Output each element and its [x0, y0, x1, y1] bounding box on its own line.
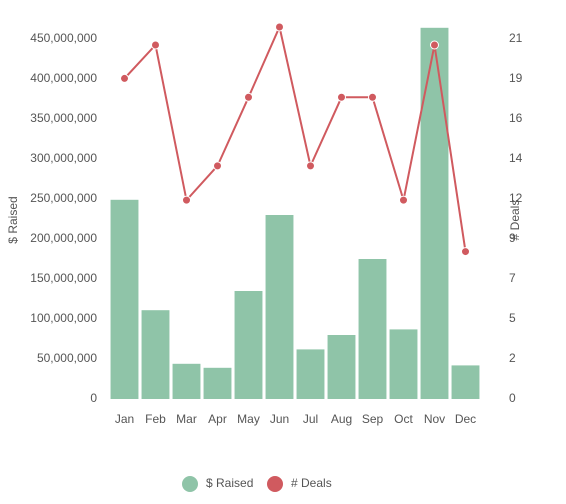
- point: [151, 40, 160, 50]
- y-tick-label: 0: [90, 391, 97, 405]
- bar: [296, 349, 325, 399]
- bar: [203, 367, 232, 399]
- bar: [265, 215, 294, 399]
- bar: [451, 365, 480, 399]
- y2-tick-label: 19: [509, 71, 523, 85]
- y-tick-label: 150,000,000: [30, 271, 97, 285]
- bar: [172, 363, 201, 399]
- bar: [141, 310, 170, 399]
- x-tick-label: Feb: [145, 412, 166, 426]
- point: [244, 92, 253, 102]
- point: [120, 73, 129, 83]
- point: [337, 92, 346, 102]
- x-tick-label: Aug: [331, 412, 352, 426]
- y-tick-label: 350,000,000: [30, 111, 97, 125]
- x-tick-label: Jan: [115, 412, 134, 426]
- bar: [110, 199, 139, 399]
- y-tick-label: 450,000,000: [30, 31, 97, 45]
- point: [306, 161, 315, 171]
- y2-tick-label: 0: [509, 391, 516, 405]
- y-tick-label: 300,000,000: [30, 151, 97, 165]
- point: [182, 195, 191, 205]
- x-tick-label: Apr: [208, 412, 227, 426]
- y2-tick-label: 12: [509, 191, 523, 205]
- y-tick-label: 400,000,000: [30, 71, 97, 85]
- y-tick-label: 200,000,000: [30, 231, 97, 245]
- legend-swatch: [182, 476, 198, 492]
- y2-axis-label: # Deals: [508, 200, 522, 241]
- x-tick-label: Oct: [394, 412, 413, 426]
- y2-tick-label: 2: [509, 351, 516, 365]
- x-tick-label: Jul: [303, 412, 318, 426]
- y2-tick-label: 16: [509, 111, 523, 125]
- y2-tick-label: 7: [509, 271, 516, 285]
- point: [461, 247, 470, 257]
- y2-tick-label: 5: [509, 311, 516, 325]
- y-tick-label: 50,000,000: [37, 351, 97, 365]
- legend-label: $ Raised: [206, 476, 253, 490]
- y2-tick-label: 21: [509, 31, 523, 45]
- bar: [234, 291, 263, 399]
- point: [399, 195, 408, 205]
- point: [213, 161, 222, 171]
- bar: [327, 335, 356, 399]
- x-tick-label: Dec: [455, 412, 476, 426]
- x-tick-label: Nov: [424, 412, 445, 426]
- bar: [389, 329, 418, 399]
- y2-tick-label: 14: [509, 151, 523, 165]
- point: [368, 92, 377, 102]
- x-tick-label: Sep: [362, 412, 384, 426]
- bar: [420, 27, 449, 400]
- line: [123, 23, 467, 252]
- point: [275, 22, 284, 32]
- point: [430, 40, 439, 50]
- legend-label: # Deals: [291, 476, 332, 490]
- bar: [358, 259, 387, 399]
- legend-swatch: [267, 476, 283, 492]
- x-tick-label: Mar: [176, 412, 197, 426]
- x-tick-label: Jun: [270, 412, 289, 426]
- x-tick-label: May: [237, 412, 260, 426]
- y2-tick-label: 9: [509, 231, 516, 245]
- y-tick-label: 100,000,000: [30, 311, 97, 325]
- y-tick-label: 250,000,000: [30, 191, 97, 205]
- y-axis-label: $ Raised: [6, 196, 20, 243]
